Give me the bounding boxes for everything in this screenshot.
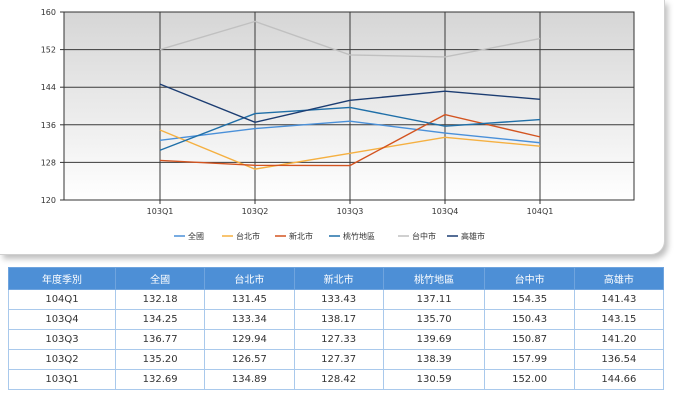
table-header-cell: 年度季別 <box>8 267 116 290</box>
table-row: 103Q3 136.77 129.94 127.33 139.69 150.87… <box>8 329 665 350</box>
y-tick-label: 120 <box>41 196 56 205</box>
table-row: 103Q4 134.25 133.34 138.17 135.70 150.43… <box>8 309 665 330</box>
table-cell: 138.39 <box>382 349 486 370</box>
table-cell: 154.35 <box>484 289 575 310</box>
table-cell: 152.00 <box>484 369 575 390</box>
chart-panel: 120 128 136 144 152 160 103Q1 103Q2 103Q3 103Q4 10… <box>0 0 665 255</box>
table-cell: 129.94 <box>204 329 295 350</box>
series-line <box>159 129 541 170</box>
table-cell: 130.59 <box>382 369 486 390</box>
y-tick-label: 152 <box>41 46 56 55</box>
plot-area <box>63 11 635 201</box>
y-tick-label: 128 <box>41 158 56 167</box>
table-cell: 128.42 <box>293 369 384 390</box>
x-tick-label: 103Q3 <box>337 207 364 216</box>
table-cell: 135.20 <box>114 349 206 370</box>
table-cell: 133.34 <box>204 309 295 330</box>
table-row: 104Q1 132.18 131.45 133.43 137.11 154.35… <box>8 289 665 310</box>
table-cell: 135.70 <box>382 309 486 330</box>
table-header-row: 年度季別 全國 台北市 新北市 桃竹地區 台中市 高雄市 <box>8 267 665 290</box>
table-cell: 127.37 <box>293 349 384 370</box>
y-tick-label: 144 <box>41 83 56 92</box>
table-cell: 150.43 <box>484 309 575 330</box>
y-tick-label: 160 <box>41 8 56 17</box>
x-tick-label: 103Q1 <box>147 207 174 216</box>
table-cell: 126.57 <box>204 349 295 370</box>
table-cell: 134.89 <box>204 369 295 390</box>
x-tick-label: 103Q2 <box>242 207 269 216</box>
legend-label: 新北市 <box>289 231 313 241</box>
table-cell: 137.11 <box>382 289 486 310</box>
table-header-cell: 新北市 <box>293 267 384 290</box>
table-cell: 157.99 <box>484 349 575 370</box>
table-row: 103Q1 132.69 134.89 128.42 130.59 152.00… <box>8 369 665 390</box>
legend-label: 台北市 <box>236 231 260 241</box>
legend-label: 桃竹地區 <box>343 231 375 241</box>
series-line <box>159 106 541 151</box>
table-cell: 143.15 <box>573 309 665 330</box>
legend-label: 高雄市 <box>461 231 485 241</box>
legend-label: 台中市 <box>412 231 436 241</box>
table-cell: 144.66 <box>573 369 665 390</box>
table-cell: 103Q3 <box>8 329 116 350</box>
y-tick-label: 136 <box>41 121 56 130</box>
line-chart: 120 128 136 144 152 160 103Q1 103Q2 103Q3 103Q4 10… <box>41 8 635 241</box>
legend-label: 全國 <box>188 231 204 241</box>
series-line <box>159 120 541 144</box>
table-cell: 136.77 <box>114 329 206 350</box>
data-table: 年度季別 全國 台北市 新北市 桃竹地區 台中市 高雄市 104Q1 132.1… <box>8 267 665 390</box>
table-header-cell: 台北市 <box>204 267 295 290</box>
table-cell: 103Q1 <box>8 369 116 390</box>
table-row: 103Q2 135.20 126.57 127.37 138.39 157.99… <box>8 349 665 370</box>
table-cell: 138.17 <box>293 309 384 330</box>
table-cell: 150.87 <box>484 329 575 350</box>
table-cell: 104Q1 <box>8 289 116 310</box>
table-cell: 131.45 <box>204 289 295 310</box>
table-cell: 136.54 <box>573 349 665 370</box>
x-tick-label: 103Q4 <box>432 207 459 216</box>
table-cell: 141.43 <box>573 289 665 310</box>
table-cell: 132.69 <box>114 369 206 390</box>
table-header-cell: 全國 <box>114 267 206 290</box>
table-header-cell: 台中市 <box>484 267 575 290</box>
series-line <box>159 20 541 58</box>
x-tick-label: 104Q1 <box>527 207 554 216</box>
table-cell: 139.69 <box>382 329 486 350</box>
table-cell: 127.33 <box>293 329 384 350</box>
table-header-cell: 桃竹地區 <box>382 267 486 290</box>
table-cell: 134.25 <box>114 309 206 330</box>
table-cell: 141.20 <box>573 329 665 350</box>
series-line <box>159 113 541 167</box>
table-cell: 103Q4 <box>8 309 116 330</box>
table-cell: 103Q2 <box>8 349 116 370</box>
table-cell: 133.43 <box>293 289 384 310</box>
table-cell: 132.18 <box>114 289 206 310</box>
table-header-cell: 高雄市 <box>573 267 665 290</box>
series-line <box>159 83 541 123</box>
